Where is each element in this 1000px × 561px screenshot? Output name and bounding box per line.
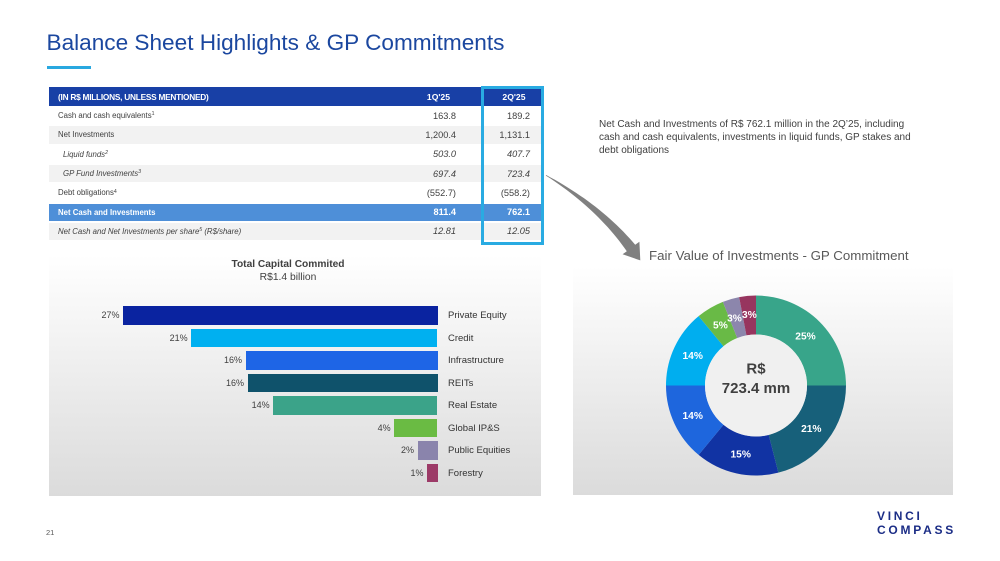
svg-text:14%: 14% [683,411,703,422]
svg-text:15%: 15% [731,449,751,460]
svg-text:R$: R$ [746,361,766,378]
svg-text:21%: 21% [801,424,821,435]
svg-text:25%: 25% [795,332,815,343]
svg-text:14%: 14% [683,351,703,362]
svg-text:5%: 5% [713,321,728,332]
svg-text:3%: 3% [742,310,757,321]
svg-text:3%: 3% [727,313,742,324]
svg-text:723.4 mm: 723.4 mm [722,380,790,397]
